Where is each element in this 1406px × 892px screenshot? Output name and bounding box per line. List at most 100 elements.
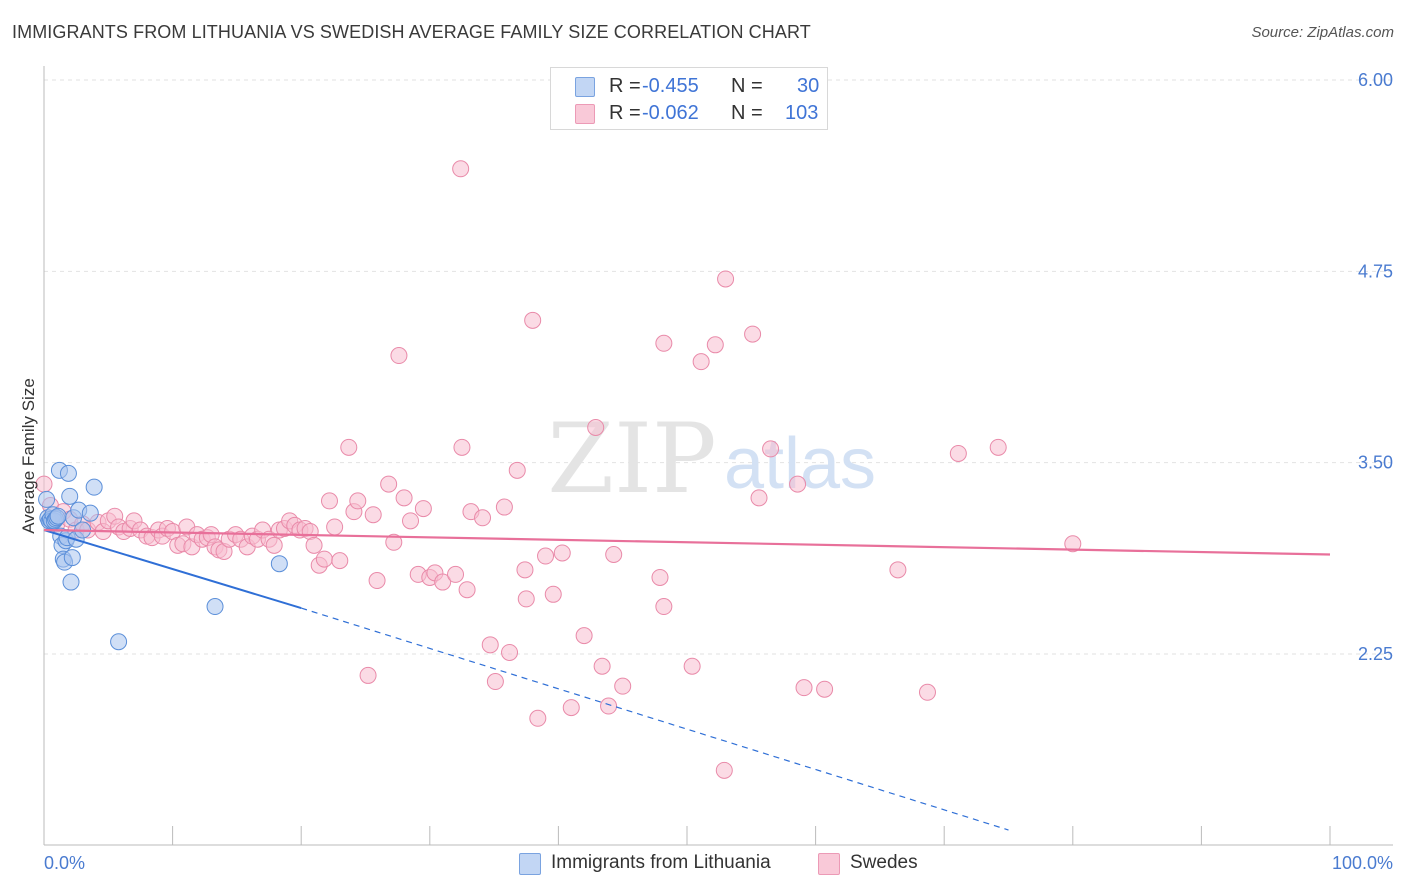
swedes-point (655, 334, 673, 352)
legend-r-label: R = (609, 102, 641, 124)
legend-n-value: 30 (797, 75, 820, 97)
swedes-point (458, 581, 476, 599)
swedes-point (474, 509, 492, 527)
lithuania-point (59, 464, 77, 482)
lithuania-point (38, 490, 56, 508)
swedes-point (481, 636, 499, 654)
lithuania-trend-extension (301, 607, 1009, 831)
swedes-trend-line (43, 528, 1331, 556)
lithuania-point (81, 504, 99, 522)
swedes-point (544, 585, 562, 603)
swedes-point (35, 475, 53, 493)
legend-label-lithuania: Immigrants from Lithuania (551, 852, 771, 873)
lithuania-point (49, 507, 67, 525)
swedes-point (368, 572, 386, 590)
axes (43, 66, 1393, 846)
lithuania-point (85, 478, 103, 496)
swedes-point (385, 533, 403, 551)
swedes-point (562, 699, 580, 717)
swedes-point (553, 544, 571, 562)
swedes-point (587, 418, 605, 436)
swedes-point (517, 590, 535, 608)
legend-swatch-pink (818, 853, 840, 875)
legend-swatch-blue (519, 853, 541, 875)
y-tick-label: 2.25 (1358, 644, 1393, 664)
lithuania-point (62, 573, 80, 591)
swedes-point (717, 270, 735, 288)
y-tick-label: 6.00 (1358, 70, 1393, 90)
swedes-point (359, 666, 377, 684)
swedes-point (380, 475, 398, 493)
swedes-point (414, 500, 432, 518)
legend-r-value: -0.062 (642, 102, 699, 124)
watermark: ZIP atlas (547, 403, 876, 515)
swedes-point (331, 552, 349, 570)
swedes-point (889, 561, 907, 579)
lithuania-point (61, 487, 79, 505)
swedes-point (495, 498, 513, 516)
swedes-point (305, 536, 323, 554)
series-legend: Immigrants from Lithuania Swedes (0, 852, 1406, 878)
swedes-point (614, 677, 632, 695)
swedes-point (395, 489, 413, 507)
swedes-point (989, 438, 1007, 456)
swedes-point (452, 160, 470, 178)
swedes-point (434, 573, 452, 591)
lithuania-point (110, 633, 128, 651)
x-tick-label-end: 100.0% (1332, 853, 1393, 873)
swedes-point (789, 475, 807, 493)
swedes-point (593, 657, 611, 675)
swedes-point (651, 568, 669, 586)
swedes-point (683, 657, 701, 675)
swedes-point (1064, 535, 1082, 553)
swedes-point (326, 518, 344, 536)
swedes-point (390, 347, 408, 365)
legend-swatch-blue (575, 77, 595, 97)
swedes-point (600, 697, 618, 715)
grid-lines (44, 79, 1393, 655)
lithuania-points (38, 461, 288, 651)
trend-lines (43, 528, 1331, 831)
lithuania-trend-line (43, 529, 302, 610)
swedes-point (516, 561, 534, 579)
swedes-point (315, 550, 333, 568)
swedes-point (949, 444, 967, 462)
swedes-point (537, 547, 555, 565)
swedes-point (575, 627, 593, 645)
swedes-point (816, 680, 834, 698)
watermark-zip: ZIP (547, 403, 716, 515)
swedes-point (692, 353, 710, 371)
swedes-point (918, 683, 936, 701)
swedes-point (364, 506, 382, 524)
swedes-point (447, 565, 465, 583)
legend-n-label: N = (731, 75, 763, 97)
lithuania-point (206, 598, 224, 616)
swedes-point (453, 438, 471, 456)
legend-n-value: 103 (785, 102, 819, 124)
swedes-point (508, 461, 526, 479)
legend-n-label: N = (731, 102, 763, 124)
swedes-point (744, 325, 762, 343)
swedes-point (402, 512, 420, 530)
y-tick-label: 4.75 (1358, 261, 1393, 281)
x-tick-label-start: 0.0% (44, 853, 85, 873)
swedes-point (320, 492, 338, 510)
legend-r-label: R = (609, 75, 641, 97)
source-credit: Source: ZipAtlas.com (1251, 24, 1394, 41)
swedes-point (265, 536, 283, 554)
swedes-point (655, 598, 673, 616)
y-tick-labels: 2.25 3.50 4.75 6.00 (1358, 70, 1393, 664)
swedes-point (795, 679, 813, 697)
lithuania-point (270, 555, 288, 573)
legend-label-swedes: Swedes (850, 852, 918, 873)
swedes-point (750, 489, 768, 507)
lithuania-point (63, 549, 81, 567)
legend-swatch-pink (575, 104, 595, 124)
swedes-point (486, 673, 504, 691)
swedes-point (340, 438, 358, 456)
swedes-point (762, 440, 780, 458)
swedes-point (715, 761, 733, 779)
swedes-point (529, 709, 547, 727)
chart-title: IMMIGRANTS FROM LITHUANIA VS SWEDISH AVE… (12, 22, 811, 42)
